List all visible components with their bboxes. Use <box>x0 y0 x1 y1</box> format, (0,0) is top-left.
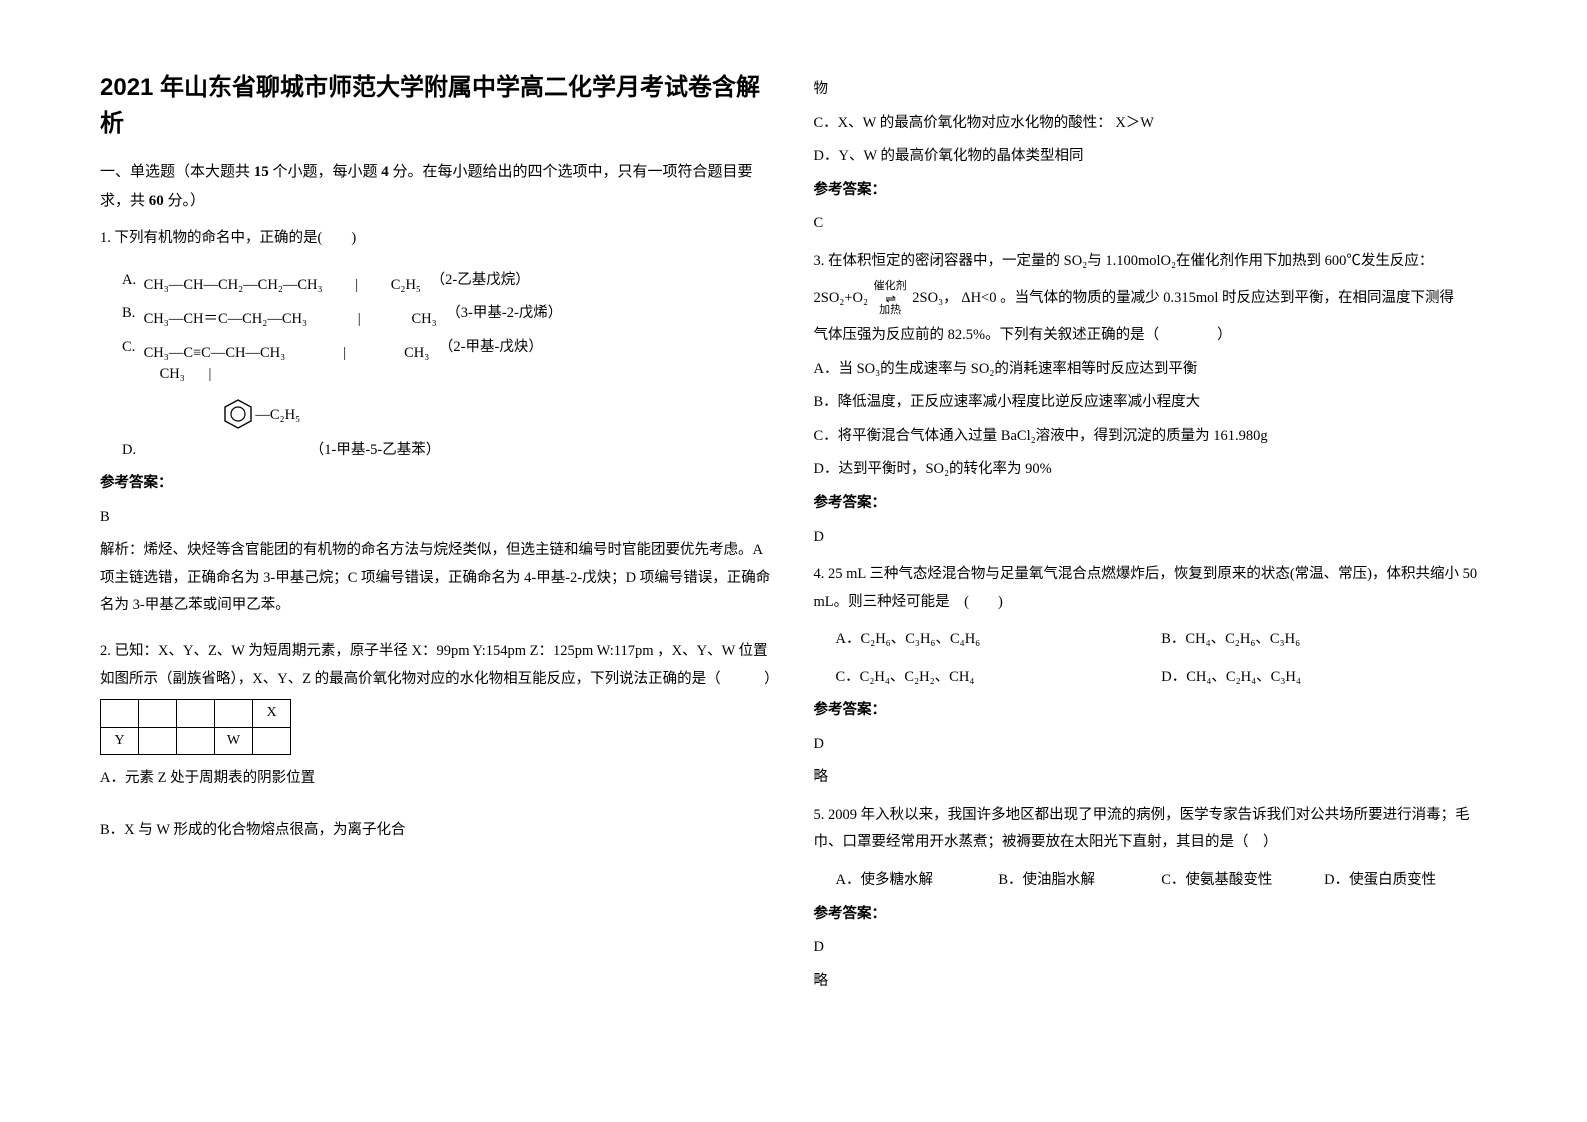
q4-stem: 4. 25 mL 三种气态烃混合物与足量氧气混合点燃爆炸后，恢复到原来的状态(常… <box>814 561 1488 616</box>
q3-opt-c: C．将平衡混合气体通入过量 BaCl₂溶液中，得到沉淀的质量为 161.980g <box>814 423 1488 451</box>
struct-line: | <box>289 345 346 361</box>
exam-title: 2021 年山东省聊城市师范大学附属中学高二化学月考试卷含解析 <box>100 70 774 142</box>
cell <box>177 700 215 728</box>
q5-opt-a: A．使多糖水解 <box>836 867 999 895</box>
opt-c-label: C. <box>122 334 140 362</box>
q3-equation-line: 2SO₂+O₂ 催化剂 ⇌ 加热 2SO₃， ΔH<0 。当气体的物质的量减少 … <box>814 281 1488 316</box>
struct-line: | <box>311 311 361 327</box>
opt-tail: （2-乙基戊烷） <box>431 272 530 288</box>
q3-opt-a: A．当 SO₃的生成速率与 SO₂的消耗速率相等时反应达到平衡 <box>814 356 1488 384</box>
q1-structure-b: CH₃―CH＝C―CH₂―CH₃ | CH₃ <box>144 311 437 328</box>
cell: X <box>253 700 291 728</box>
table-row: X <box>101 700 291 728</box>
opt-tail: （3-甲基-2-戊烯） <box>446 305 562 321</box>
cell: Y <box>101 727 139 755</box>
q1-structure-c: CH₃―C≡C―CH―CH₃ | CH₃ <box>144 345 430 362</box>
opt-b-label: B. <box>122 300 140 328</box>
answer-label: 参考答案： <box>814 490 1488 518</box>
q5-opt-d: D．使蛋白质变性 <box>1324 867 1487 895</box>
opt-tail: （2-甲基-戊炔） <box>439 339 543 355</box>
benzene-row: ―C₂H₅ <box>144 407 301 464</box>
cell <box>101 700 139 728</box>
table-row: Y W <box>101 727 291 755</box>
left-column: 2021 年山东省聊城市师范大学附属中学高二化学月考试卷含解析 一、单选题（本大… <box>100 70 774 1082</box>
opt-d-label: D. <box>122 437 140 465</box>
benzene-icon <box>180 382 254 449</box>
struct-line: CH₃ <box>350 345 430 361</box>
cell <box>177 727 215 755</box>
q2-opt-c: C．X、W 的最高价氧化物对应水化物的酸性： X＞W <box>814 110 1488 138</box>
q3-opt-b: B．降低温度，正反应速率减小程度比逆反应速率减小程度大 <box>814 389 1488 417</box>
cell <box>215 700 253 728</box>
struct-right: ―C₂H₅ <box>255 407 300 423</box>
section-heading: 一、单选题（本大题共 15 个小题，每小题 4 分。在每小题给出的四个选项中，只… <box>100 158 774 215</box>
q3-stem-b: 气体压强为反应前的 82.5%。下列有关叙述正确的是（ ） <box>814 322 1488 350</box>
struct-line: CH₃ <box>144 366 185 382</box>
q4-answer: D <box>814 731 1488 759</box>
struct-line: | <box>326 277 358 293</box>
q1-structure-a: CH₃―CH―CH₂―CH₂―CH₃ | C₂H₅ <box>144 277 421 294</box>
q5-options: A．使多糖水解 B．使油脂水解 C．使氨基酸变性 D．使蛋白质变性 <box>836 867 1488 895</box>
q4-options: A．C₂H₆、C₃H₆、C₄H₆ B．CH₄、C₂H₆、C₃H₆ C．C₂H₄、… <box>836 626 1488 691</box>
per-score: 4 <box>381 164 389 180</box>
arrow-bottom: 加热 <box>874 305 907 316</box>
cell <box>139 727 177 755</box>
section-text: 分。） <box>164 193 205 209</box>
q2-opt-b-cont: 物 <box>814 76 1488 104</box>
q5-stem: 5. 2009 年入秋以来，我国许多地区都出现了甲流的病例，医学专家告诉我们对公… <box>814 802 1488 857</box>
section-text: 一、单选题（本大题共 <box>100 164 254 180</box>
struct-line: CH₃―C≡C―CH―CH₃ <box>144 345 286 361</box>
q1-structure-d: CH₃ | ―C₂H₅ <box>144 367 301 464</box>
q2-stem: 2. 已知：X、Y、Z、W 为短周期元素，原子半径 X：99pm Y:154pm… <box>100 638 774 693</box>
struct-bond: | <box>188 366 211 382</box>
section-text: 个小题，每小题 <box>269 164 382 180</box>
q1-stem: 1. 下列有机物的命名中，正确的是( ) <box>100 225 774 253</box>
answer-label: 参考答案： <box>814 177 1488 205</box>
q3-opt-d: D．达到平衡时，SO₂的转化率为 90% <box>814 456 1488 484</box>
answer-label: 参考答案： <box>100 470 774 498</box>
cell <box>139 700 177 728</box>
q5-opt-b: B．使油脂水解 <box>998 867 1161 895</box>
cell: W <box>215 727 253 755</box>
q4-opt-d: D．CH₄、C₂H₄、C₃H₄ <box>1161 664 1487 692</box>
q3-stem-a: 3. 在体积恒定的密闭容器中，一定量的 SO₂与 1.100molO₂在催化剂作… <box>814 248 1488 276</box>
q2-opt-a: A．元素 Z 处于周期表的阴影位置 <box>100 765 774 793</box>
q4-opt-a: A．C₂H₆、C₃H₆、C₄H₆ <box>836 626 1162 654</box>
q1-options: A. CH₃―CH―CH₂―CH₂―CH₃ | C₂H₅ （2-乙基戊烷） B.… <box>100 267 774 465</box>
q4-opt-c: C．C₂H₄、C₂H₂、CH₄ <box>836 664 1162 692</box>
q1-answer: B <box>100 504 774 532</box>
opt-a-label: A. <box>122 267 140 295</box>
cell <box>253 727 291 755</box>
q5-opt-c: C．使氨基酸变性 <box>1161 867 1324 895</box>
q3-answer: D <box>814 524 1488 552</box>
eq-right: 2SO₃， ΔH<0 。当气体的物质的量减少 0.315mol 时反应达到平衡，… <box>912 290 1454 306</box>
q4-brief: 略 <box>814 764 1488 792</box>
answer-label: 参考答案： <box>814 901 1488 929</box>
struct-line: CH₃―CH―CH₂―CH₂―CH₃ <box>144 277 323 293</box>
struct-line: C₂H₅ <box>362 277 421 293</box>
struct-line: CH₃―CH＝C―CH₂―CH₃ <box>144 311 307 327</box>
q1-explanation: 解析：烯烃、炔烃等含官能团的有机物的命名方法与烷烃类似，但选主链和编号时官能团要… <box>100 537 774 620</box>
eq-left: 2SO₂+O₂ <box>814 290 869 306</box>
struct-line: CH₃ <box>364 311 436 327</box>
periodic-table: X Y W <box>100 699 291 755</box>
q2-opt-b: B．X 与 W 形成的化合物熔点很高，为离子化合 <box>100 817 774 845</box>
q5-answer: D <box>814 934 1488 962</box>
total-score: 60 <box>149 193 164 209</box>
q5-brief: 略 <box>814 968 1488 996</box>
q2-answer: C <box>814 210 1488 238</box>
q2-opt-d: D．Y、W 的最高价氧化物的晶体类型相同 <box>814 143 1488 171</box>
reversible-arrow: 催化剂 ⇌ 加热 <box>874 281 907 316</box>
answer-label: 参考答案： <box>814 697 1488 725</box>
q-count: 15 <box>254 164 269 180</box>
q4-opt-b: B．CH₄、C₂H₆、C₃H₆ <box>1161 626 1487 654</box>
right-column: 物 C．X、W 的最高价氧化物对应水化物的酸性： X＞W D．Y、W 的最高价氧… <box>814 70 1488 1082</box>
opt-tail: （1-甲基-5-乙基苯） <box>310 442 441 458</box>
